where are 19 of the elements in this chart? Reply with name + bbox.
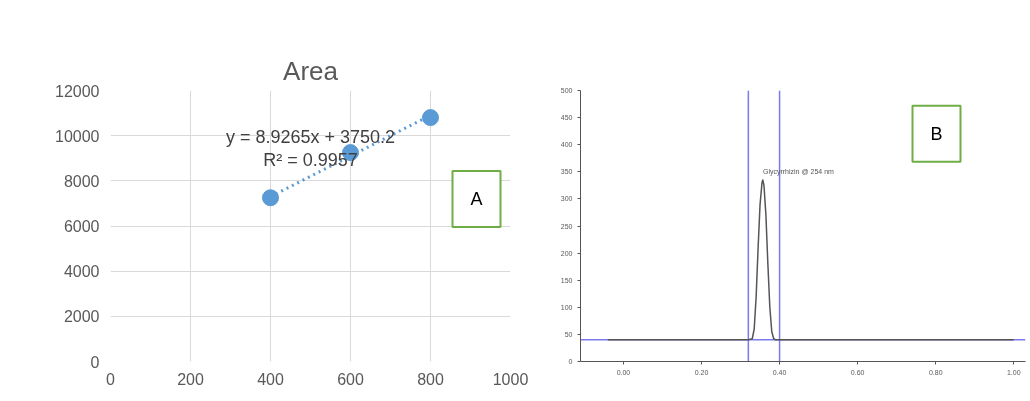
y-tick-label: 8000 — [63, 172, 100, 190]
y-tick-label: 6000 — [63, 218, 100, 235]
point — [422, 109, 439, 127]
x-tick-label: 1000 — [492, 370, 529, 388]
x-tick-label: 800 — [417, 370, 444, 388]
point — [262, 189, 279, 207]
annotation: B — [930, 123, 943, 144]
y-tick-label: 4000 — [63, 263, 100, 281]
chart-title: Area — [283, 55, 339, 86]
annotation: A — [470, 188, 483, 209]
x-tick-label: 200 — [177, 370, 204, 388]
x-tick-label: 600 — [337, 370, 364, 388]
x-tick-label: 400 — [257, 370, 284, 388]
annotation: y = 8.9265x + 3750.2 — [225, 126, 396, 147]
y-tick-label: 2000 — [63, 308, 100, 326]
x-tick-label: 0 — [106, 370, 116, 388]
line-series — [607, 179, 1015, 341]
y-tick-label: 12000 — [55, 82, 100, 100]
y-tick-label: 10000 — [55, 127, 100, 145]
